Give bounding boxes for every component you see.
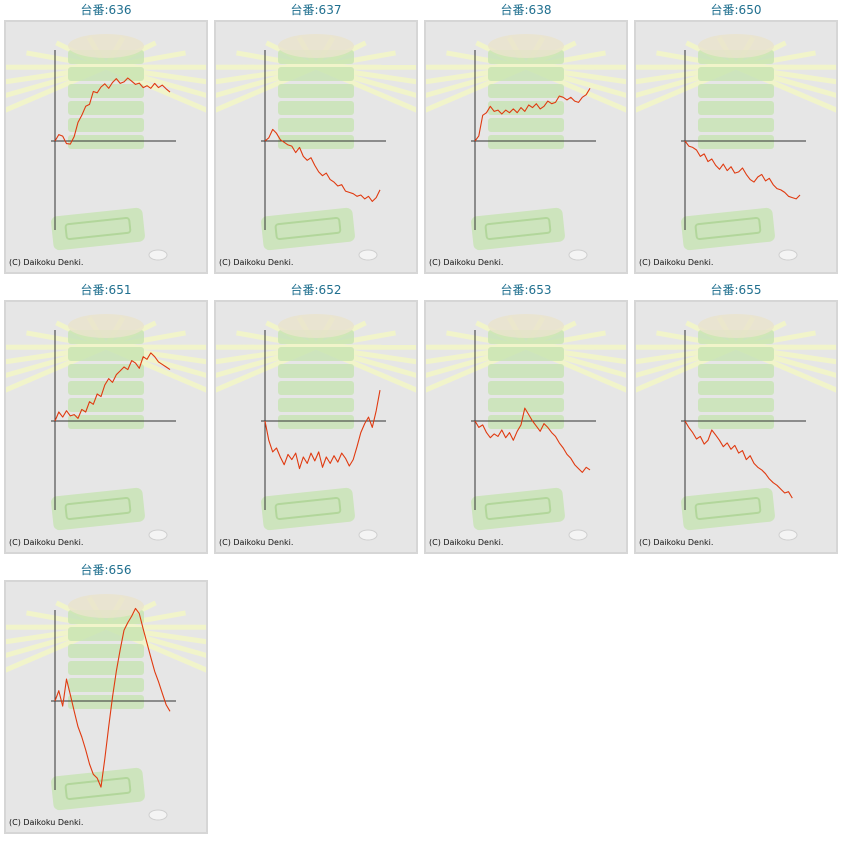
chart-title: 台番:655 — [710, 283, 762, 297]
chart-panel: (C) Daikoku Denki. — [4, 300, 208, 554]
copyright-text: (C) Daikoku Denki. — [219, 538, 294, 547]
background-watermark — [216, 314, 416, 541]
chart-panel: (C) Daikoku Denki. — [424, 300, 628, 554]
chart-panel: (C) Daikoku Denki. — [634, 20, 838, 274]
copyright-text: (C) Daikoku Denki. — [9, 818, 84, 827]
chart-panel: (C) Daikoku Denki. — [424, 20, 628, 274]
chart-cell: 台番:656 (C) Daikoku Denki. — [4, 560, 208, 834]
chart-title: 台番:652 — [290, 283, 342, 297]
copyright-text: (C) Daikoku Denki. — [9, 258, 84, 267]
chart-svg — [426, 34, 626, 261]
background-watermark — [6, 594, 206, 821]
series-line — [684, 140, 801, 200]
series-line — [684, 420, 793, 499]
background-watermark — [426, 314, 626, 541]
chart-svg — [636, 34, 836, 261]
background-watermark — [426, 34, 626, 261]
copyright-text: (C) Daikoku Denki. — [639, 538, 714, 547]
chart-title: 台番:638 — [500, 3, 552, 17]
background-watermark — [636, 34, 836, 261]
series-line — [474, 407, 591, 473]
series-line — [54, 77, 171, 145]
chart-panel: (C) Daikoku Denki. — [214, 300, 418, 554]
chart-title: 台番:636 — [80, 3, 132, 17]
background-watermark — [6, 34, 206, 261]
series-line — [54, 607, 171, 788]
series-line — [474, 88, 591, 142]
chart-svg — [216, 34, 416, 261]
chart-svg — [426, 314, 626, 541]
chart-cell: 台番:653 (C) Daikoku Denki. — [424, 280, 628, 554]
background-watermark — [636, 314, 836, 541]
copyright-text: (C) Daikoku Denki. — [429, 538, 504, 547]
series-line — [54, 352, 171, 422]
chart-cell: 台番:655 (C) Daikoku Denki. — [634, 280, 838, 554]
copyright-text: (C) Daikoku Denki. — [219, 258, 294, 267]
chart-panel: (C) Daikoku Denki. — [214, 20, 418, 274]
chart-svg — [6, 314, 206, 541]
copyright-text: (C) Daikoku Denki. — [639, 258, 714, 267]
chart-cell: 台番:636 (C) Daikoku Denki. — [4, 0, 208, 274]
chart-title: 台番:651 — [80, 283, 132, 297]
background-watermark — [216, 34, 416, 261]
chart-cell: 台番:651 (C) Daikoku Denki. — [4, 280, 208, 554]
copyright-text: (C) Daikoku Denki. — [9, 538, 84, 547]
chart-cell: 台番:652 (C) Daikoku Denki. — [214, 280, 418, 554]
series-line — [264, 390, 381, 470]
chart-svg — [636, 314, 836, 541]
chart-title: 台番:650 — [710, 3, 762, 17]
chart-cell: 台番:638 (C) Daikoku Denki. — [424, 0, 628, 274]
chart-panel: (C) Daikoku Denki. — [634, 300, 838, 554]
copyright-text: (C) Daikoku Denki. — [429, 258, 504, 267]
chart-cell: 台番:637 (C) Daikoku Denki. — [214, 0, 418, 274]
chart-cell: 台番:650 (C) Daikoku Denki. — [634, 0, 838, 274]
chart-panel: (C) Daikoku Denki. — [4, 20, 208, 274]
series-line — [264, 128, 381, 202]
chart-title: 台番:653 — [500, 283, 552, 297]
chart-svg — [6, 34, 206, 261]
chart-panel: (C) Daikoku Denki. — [4, 580, 208, 834]
chart-title: 台番:656 — [80, 563, 132, 577]
chart-title: 台番:637 — [290, 3, 342, 17]
chart-svg — [216, 314, 416, 541]
background-watermark — [6, 314, 206, 541]
chart-svg — [6, 594, 206, 821]
